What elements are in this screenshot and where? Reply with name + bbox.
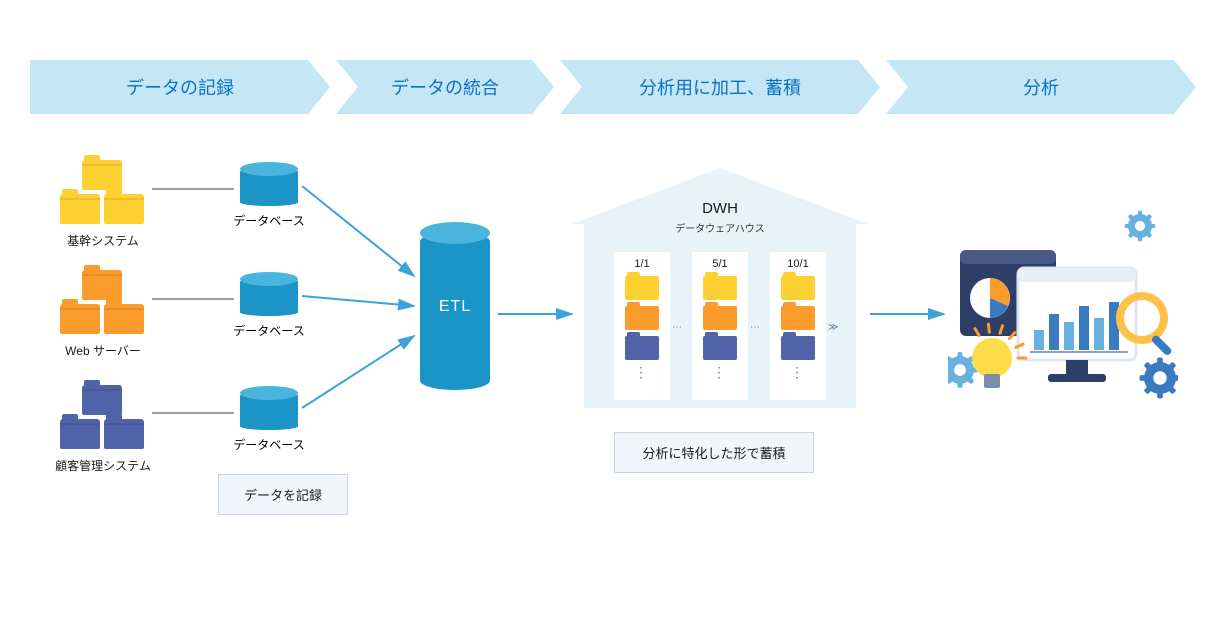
dwh-column-2: 10/1 ⋮ bbox=[770, 252, 826, 400]
ellipsis-icon: ⋮ bbox=[614, 364, 670, 381]
bar-chart-icon bbox=[1079, 306, 1089, 350]
folder-icon bbox=[625, 276, 659, 300]
dwh-date: 10/1 bbox=[770, 258, 826, 270]
stage-label: 分析 bbox=[1023, 74, 1059, 100]
continuation-icon: ⋯ bbox=[672, 322, 683, 333]
stage-label: データの記録 bbox=[126, 74, 234, 100]
arrow-db-to-etl-0 bbox=[302, 186, 414, 276]
bar-chart-icon bbox=[1034, 330, 1044, 350]
ellipsis-icon: ⋮ bbox=[770, 364, 826, 381]
dwh-date: 5/1 bbox=[692, 258, 748, 270]
gear-icon bbox=[1140, 358, 1178, 399]
ellipsis-icon: ⋮ bbox=[692, 364, 748, 381]
lightbulb-icon bbox=[972, 338, 1012, 378]
dwh-column-1: 5/1 ⋮ bbox=[692, 252, 748, 400]
bar-chart-icon bbox=[1064, 322, 1074, 350]
arrow-db-to-etl-1 bbox=[302, 296, 414, 306]
gear-icon bbox=[1125, 211, 1156, 242]
caption-record: データを記録 bbox=[218, 474, 348, 515]
continuation-icon: ≫ bbox=[828, 322, 839, 333]
stage-label: 分析用に加工、蓄積 bbox=[639, 74, 801, 100]
folder-icon bbox=[781, 336, 815, 360]
folder-icon bbox=[703, 276, 737, 300]
folder-icon bbox=[703, 306, 737, 330]
bar-chart-icon bbox=[1094, 318, 1104, 350]
caption-dwh: 分析に特化した形で蓄積 bbox=[614, 432, 814, 473]
dwh-title: DWH bbox=[584, 200, 856, 217]
arrow-db-to-etl-2 bbox=[302, 336, 414, 408]
folder-icon bbox=[625, 306, 659, 330]
dwh-subtitle: データウェアハウス bbox=[584, 220, 856, 235]
folder-icon bbox=[781, 276, 815, 300]
stage-label: データの統合 bbox=[391, 74, 499, 100]
folder-icon bbox=[625, 336, 659, 360]
folder-icon bbox=[703, 336, 737, 360]
bar-chart-icon bbox=[1049, 314, 1059, 350]
analysis-graphic bbox=[948, 210, 1178, 410]
folder-icon bbox=[781, 306, 815, 330]
dwh-date: 1/1 bbox=[614, 258, 670, 270]
continuation-icon: ⋯ bbox=[750, 322, 761, 333]
dwh-column-0: 1/1 ⋮ bbox=[614, 252, 670, 400]
